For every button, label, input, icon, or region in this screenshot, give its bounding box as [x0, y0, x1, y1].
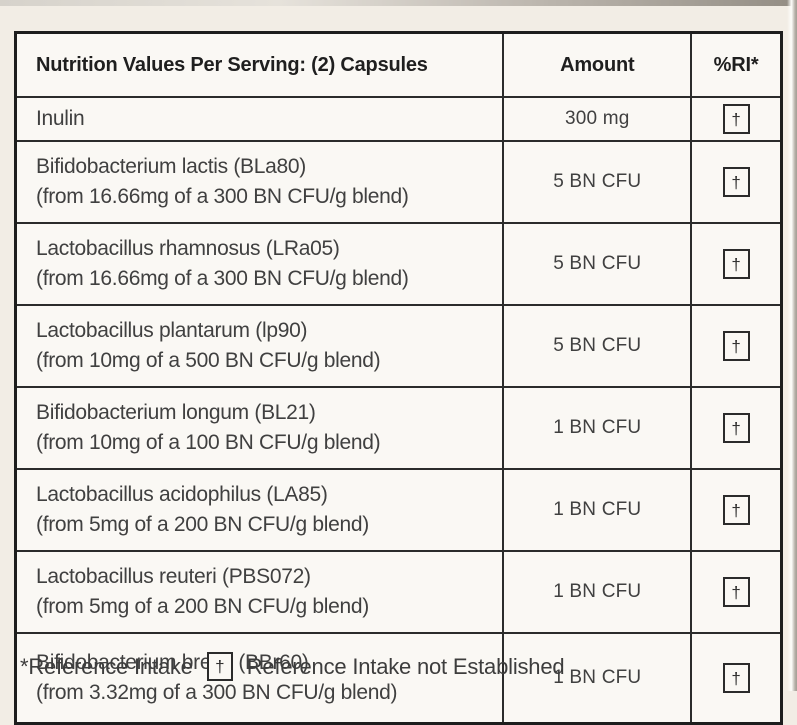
ingredient-name: Lactobacillus reuteri (PBS072) [36, 565, 311, 589]
ingredient-detail: (from 16.66mg of a 300 BN CFU/g blend) [36, 185, 409, 208]
ingredient-detail: (from 3.32mg of a 300 BN CFU/g blend) [36, 681, 398, 704]
ingredient-detail: (from 10mg of a 100 BN CFU/g blend) [36, 431, 381, 454]
dagger-icon: † [722, 663, 750, 693]
header-amount: Amount [502, 31, 693, 98]
table-row: Lactobacillus plantarum (lp90) (from 10mg… [14, 304, 783, 388]
table-row: Lactobacillus reuteri (PBS072) (from 5mg … [14, 550, 783, 634]
amount-cell: 300 mg [502, 96, 693, 142]
ingredient-name: Bifidobacterium longum (BL21) [36, 401, 316, 425]
ingredient-name-cell: Lactobacillus plantarum (lp90) (from 10mg… [14, 304, 505, 388]
table-row: Bifidobacterium longum (BL21) (from 10mg … [14, 386, 783, 470]
amount-cell: 5 BN CFU [502, 304, 693, 388]
ingredient-name: Lactobacillus plantarum (lp90) [36, 319, 308, 343]
ri-cell: † [690, 468, 783, 552]
dagger-glyph: † [731, 336, 741, 356]
dagger-icon: † [206, 652, 233, 681]
nutrition-table: Nutrition Values Per Serving: (2) Capsul… [14, 31, 783, 725]
footnote-not-established: Reference Intake not Established [246, 653, 565, 679]
ingredient-name-cell: Lactobacillus acidophilus (LA85) (from 5m… [14, 468, 505, 552]
ri-cell: † [690, 96, 783, 142]
amount-cell: 5 BN CFU [502, 140, 693, 224]
footnote-reference-intake: *Reference Intake [20, 653, 193, 679]
dagger-glyph: † [215, 657, 225, 676]
ingredient-name: Inulin [36, 107, 85, 131]
photo-right-edge [787, 0, 797, 691]
dagger-glyph: † [731, 254, 741, 274]
amount-cell: 1 BN CFU [502, 550, 693, 634]
dagger-icon: † [722, 104, 750, 134]
ri-cell: † [690, 550, 783, 634]
ri-cell: † [690, 222, 783, 306]
ingredient-name: Bifidobacterium lactis (BLa80) [36, 155, 306, 179]
ingredient-name: Bifidobacterium breve (BBr60) [36, 651, 309, 675]
dagger-glyph: † [731, 668, 741, 688]
ri-cell: † [690, 386, 783, 470]
amount-cell: 1 BN CFU [502, 468, 693, 552]
amount-cell: 1 BN CFU [502, 386, 693, 470]
photo-top-edge [0, 0, 797, 6]
table-row: Bifidobacterium lactis (BLa80) (from 16.6… [14, 140, 783, 224]
ingredient-name: Lactobacillus rhamnosus (LRa05) [36, 237, 340, 261]
ri-cell: † [690, 304, 783, 388]
dagger-glyph: † [731, 172, 741, 192]
footnote: *Reference Intake † Reference Intake not… [20, 652, 780, 681]
amount-cell: 5 BN CFU [502, 222, 693, 306]
ingredient-name: Lactobacillus acidophilus (LA85) [36, 483, 328, 507]
header-ri: %RI* [690, 31, 783, 98]
ingredient-name-cell: Inulin [14, 96, 505, 142]
table-row: Lactobacillus acidophilus (LA85) (from 5m… [14, 468, 783, 552]
ingredient-name-cell: Bifidobacterium longum (BL21) (from 10mg … [14, 386, 505, 470]
dagger-glyph: † [731, 109, 741, 129]
table-header-row: Nutrition Values Per Serving: (2) Capsul… [14, 31, 783, 98]
dagger-glyph: † [731, 500, 741, 520]
header-nutrition-values: Nutrition Values Per Serving: (2) Capsul… [14, 31, 505, 98]
ingredient-detail: (from 5mg of a 200 BN CFU/g blend) [36, 595, 369, 618]
dagger-icon: † [722, 413, 750, 443]
dagger-icon: † [722, 495, 750, 525]
dagger-icon: † [722, 249, 750, 279]
dagger-icon: † [722, 331, 750, 361]
ingredient-name-cell: Bifidobacterium lactis (BLa80) (from 16.6… [14, 140, 505, 224]
ingredient-detail: (from 16.66mg of a 300 BN CFU/g blend) [36, 267, 409, 290]
ingredient-name-cell: Lactobacillus rhamnosus (LRa05) (from 16.… [14, 222, 505, 306]
ingredient-name-cell: Lactobacillus reuteri (PBS072) (from 5mg … [14, 550, 505, 634]
ingredient-detail: (from 10mg of a 500 BN CFU/g blend) [36, 349, 381, 372]
table-row: Inulin 300 mg † [14, 96, 783, 142]
dagger-glyph: † [731, 582, 741, 602]
dagger-icon: † [722, 167, 750, 197]
ingredient-detail: (from 5mg of a 200 BN CFU/g blend) [36, 513, 369, 536]
table-row: Lactobacillus rhamnosus (LRa05) (from 16.… [14, 222, 783, 306]
dagger-icon: † [722, 577, 750, 607]
dagger-glyph: † [731, 418, 741, 438]
ri-cell: † [690, 140, 783, 224]
